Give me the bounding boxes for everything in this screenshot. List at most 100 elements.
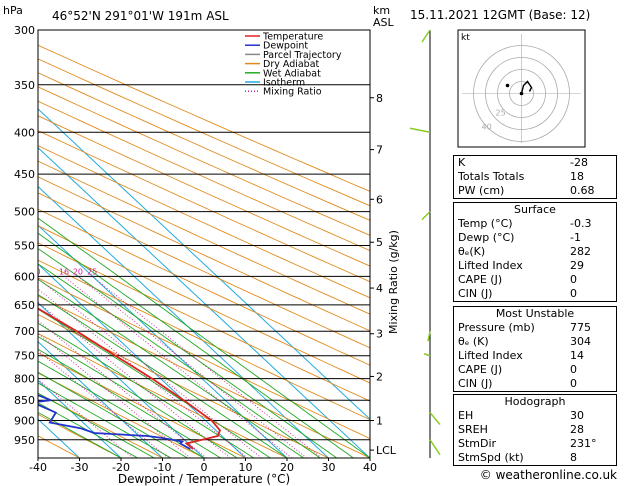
pressure-tick-label: 450 <box>14 168 35 181</box>
hodograph-value: 8 <box>570 451 577 464</box>
mixing-ratio-line <box>91 276 322 458</box>
pressure-tick-label: 800 <box>14 373 35 386</box>
dry-adiabat-line <box>38 259 370 421</box>
x-tick-label: -40 <box>29 461 47 474</box>
index-row: Totals Totals 18 <box>454 170 616 184</box>
x-tick-label: 0 <box>201 461 208 474</box>
dry-adiabat-line <box>38 58 370 207</box>
x-tick-label: -10 <box>154 461 172 474</box>
surface-label: θₑ(K) <box>458 245 486 258</box>
most-unstable-label: θₑ (K) <box>458 335 489 348</box>
wet-adiabat-line <box>38 402 138 458</box>
hodograph-label: EH <box>458 409 474 422</box>
most-unstable-label: Lifted Index <box>458 349 523 362</box>
surface-value: -1 <box>570 231 581 244</box>
index-label: PW (cm) <box>458 184 505 197</box>
height-tick-label: LCL <box>376 444 397 457</box>
index-row: K -28 <box>454 156 616 170</box>
height-tick-label: 7 <box>376 144 383 157</box>
index-row: PW (cm) 0.68 <box>454 184 616 198</box>
dry-adiabat-line <box>38 352 246 458</box>
pressure-tick-label: 350 <box>14 79 35 92</box>
hodograph-value: 231° <box>570 437 597 450</box>
most-unstable-row: Lifted Index 14 <box>454 349 616 363</box>
most-unstable-row: Pressure (mb) 775 <box>454 321 616 335</box>
most-unstable-row: θₑ (K) 304 <box>454 335 616 349</box>
height-tick-label: 8 <box>376 92 383 105</box>
pressure-tick-label: 850 <box>14 394 35 407</box>
x-tick-label: 10 <box>239 461 253 474</box>
pressure-tick-label: 900 <box>14 415 35 428</box>
pressure-tick-label: 650 <box>14 299 35 312</box>
pressure-tick-label: 550 <box>14 239 35 252</box>
height-tick-label: 1 <box>376 415 383 428</box>
x-tick-label: -30 <box>71 461 89 474</box>
dry-adiabat-line <box>38 277 370 440</box>
surface-value: 0 <box>570 287 577 300</box>
legend-entry: Parcel Trajectory <box>263 50 342 61</box>
wet-adiabat-line <box>38 382 172 458</box>
km-unit-label: km <box>373 4 390 17</box>
isotherm-line <box>38 185 329 458</box>
legend-entry: Dry Adiabat <box>263 59 320 70</box>
hodograph-row: SREH 28 <box>454 423 616 437</box>
mixing-ratio-line <box>77 276 307 458</box>
mixing-ratio-line <box>38 301 231 458</box>
hodograph-panel: Hodograph EH 30 SREH 28 StmDir 231° StmSpd (kt… <box>453 394 617 466</box>
dry-adiabat-line <box>38 313 329 458</box>
pressure-unit-label: hPa <box>3 4 23 17</box>
dry-adiabat-line <box>38 332 288 458</box>
surface-value: 0 <box>570 273 577 286</box>
mixing-ratio-line <box>63 276 292 458</box>
index-label: K <box>458 156 466 169</box>
surface-row: Temp (°C) -0.3 <box>454 217 616 231</box>
surface-value: -0.3 <box>570 217 592 230</box>
mixing-ratio-label: 6 <box>3 267 8 276</box>
surface-row: CAPE (J) 0 <box>454 273 616 287</box>
legend-entry: Mixing Ratio <box>263 87 322 98</box>
indices-panel: K -28 Totals Totals 18 PW (cm) 0.68 <box>453 155 617 199</box>
pressure-tick-label: 600 <box>14 270 35 283</box>
legend-entry: Dewpoint <box>263 41 308 52</box>
dry-adiabat-line <box>38 44 370 192</box>
isotherm-line <box>38 108 370 420</box>
pressure-tick-label: 400 <box>14 126 35 139</box>
wet-adiabat-line <box>38 371 188 458</box>
legend-entry: Wet Adiabat <box>263 68 321 79</box>
wind-barb <box>421 29 431 43</box>
dry-adiabat-line <box>38 86 370 236</box>
pressure-tick-label: 950 <box>14 434 35 447</box>
hodograph-label: SREH <box>458 423 488 436</box>
index-label: Totals Totals <box>458 170 525 183</box>
wet-adiabat-line <box>38 392 155 458</box>
wind-barb <box>421 211 431 221</box>
x-axis-label: Dewpoint / Temperature (°C) <box>118 472 290 486</box>
surface-label: Lifted Index <box>458 259 523 272</box>
index-value: -28 <box>570 156 588 169</box>
isotherm-line <box>38 302 205 458</box>
most-unstable-value: 0 <box>570 377 577 390</box>
hodograph-trace <box>520 80 533 94</box>
surface-row: θₑ(K) 282 <box>454 245 616 259</box>
hodograph-row: StmSpd (kt) 8 <box>454 451 616 465</box>
copyright: © weatheronline.co.uk <box>479 468 617 482</box>
hodograph-ring-label: 40 <box>482 123 492 132</box>
isotherm-line <box>38 340 163 458</box>
hodograph-ring-label: 25 <box>496 109 506 118</box>
wind-barb <box>423 353 431 357</box>
isotherm-line <box>38 263 246 458</box>
surface-row: CIN (J) 0 <box>454 287 616 301</box>
wet-adiabat-line <box>38 336 238 458</box>
most-unstable-panel: Most Unstable Pressure (mb) 775 θₑ (K) 304 L… <box>453 306 617 392</box>
surface-label: Temp (°C) <box>458 217 513 230</box>
isotherm-line <box>38 224 288 458</box>
wet-adiabat-line <box>38 411 122 458</box>
series-temperature-line <box>38 307 222 450</box>
x-tick-label: -20 <box>112 461 130 474</box>
wind-barb <box>429 412 441 426</box>
wet-adiabat-line <box>38 348 221 458</box>
most-unstable-row: CAPE (J) 0 <box>454 363 616 377</box>
most-unstable-value: 304 <box>570 335 591 348</box>
isotherm-line <box>38 147 370 458</box>
